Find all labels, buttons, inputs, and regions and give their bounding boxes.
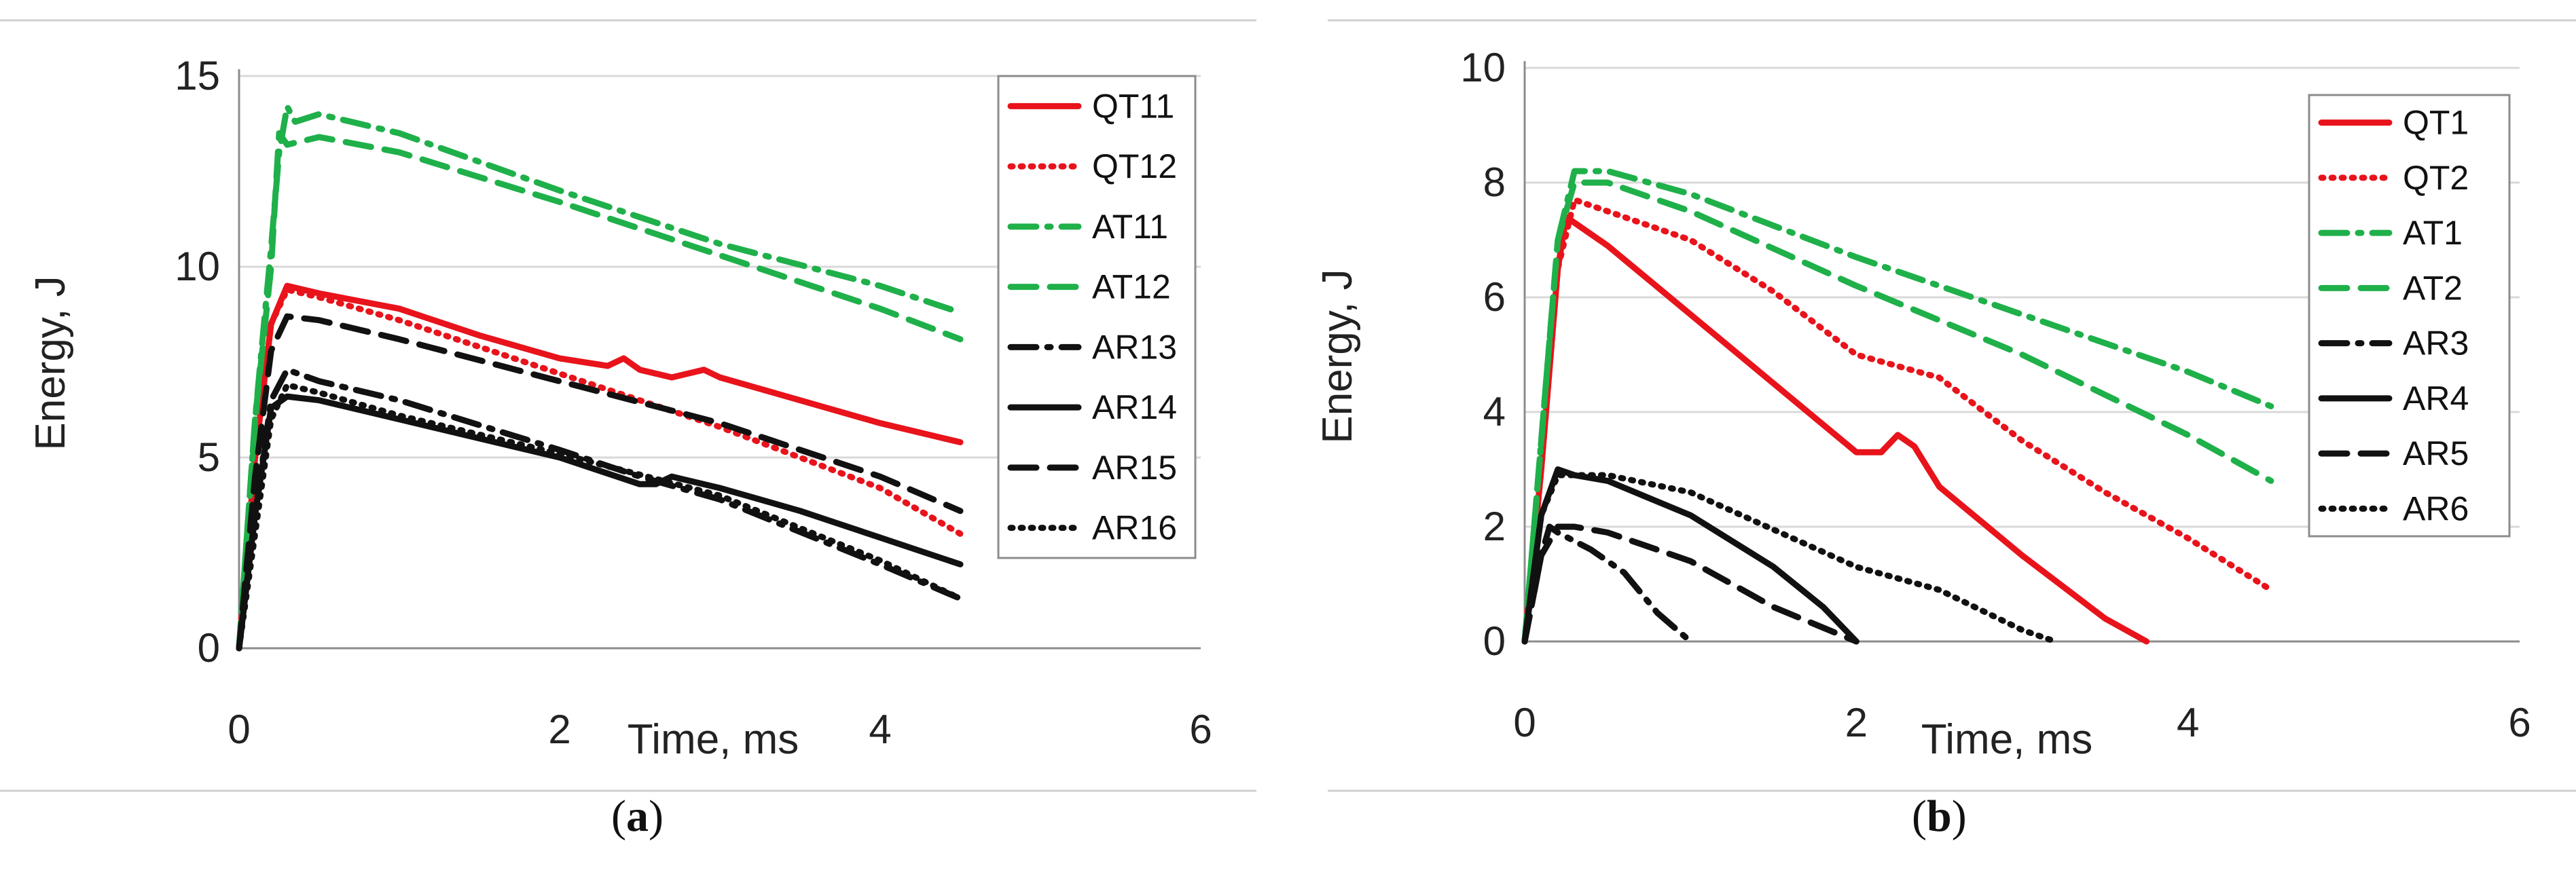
series-line-at12 bbox=[236, 130, 964, 652]
series-line-ar5 bbox=[1521, 523, 1860, 645]
caption-b-letter: b bbox=[1926, 791, 1952, 841]
caption-a: (a) bbox=[611, 791, 664, 841]
y-axis-label: Energy, J bbox=[27, 276, 74, 450]
legend-label-ar13: AR13 bbox=[1092, 328, 1177, 366]
legend-label-qt11: QT11 bbox=[1092, 87, 1174, 125]
y-tick-label-10: 10 bbox=[175, 244, 220, 289]
caption-b: (b) bbox=[1912, 791, 1967, 841]
y-tick-label-4: 4 bbox=[1483, 389, 1506, 434]
legend-label-ar15: AR15 bbox=[1092, 449, 1177, 487]
series-line-qt11 bbox=[236, 282, 964, 652]
legend-label-qt1: QT1 bbox=[2403, 104, 2469, 142]
x-tick-label-6: 6 bbox=[1189, 707, 1212, 752]
legend-label-ar3: AR3 bbox=[2403, 324, 2469, 362]
series-line-at2 bbox=[1521, 179, 2274, 645]
y-tick-label-0: 0 bbox=[198, 625, 220, 671]
series-line-at11 bbox=[236, 103, 964, 652]
series-line-ar6 bbox=[1521, 472, 2058, 645]
legend-label-qt12: QT12 bbox=[1092, 147, 1177, 185]
legend-box bbox=[997, 75, 1197, 559]
y-tick-label-2: 2 bbox=[1483, 504, 1506, 549]
x-tick-label-0: 0 bbox=[228, 707, 250, 752]
series-line-qt1 bbox=[1521, 214, 2150, 645]
x-tick-label-2: 2 bbox=[548, 707, 570, 752]
legend-label-ar4: AR4 bbox=[2403, 379, 2469, 417]
x-axis-label: Time, ms bbox=[628, 716, 799, 763]
chart-panel-b: 0 2 4 6 8 10 0 2 4 6 Time, ms Energy, J QT1 QT2 AT1 AT2… bbox=[1314, 45, 2531, 763]
y-axis-label: Energy, J bbox=[1314, 269, 1361, 443]
legend: QT1 QT2 AT1 AT2 AR3 AR4 AR5 AR6 bbox=[2308, 94, 2511, 538]
caption-a-letter: a bbox=[625, 791, 649, 841]
x-tick-label-4: 4 bbox=[869, 707, 891, 752]
series-line-at1 bbox=[1521, 168, 2274, 645]
legend-label-at2: AT2 bbox=[2403, 269, 2463, 307]
x-tick-label-0: 0 bbox=[1513, 700, 1536, 745]
legend-label-ar16: AR16 bbox=[1092, 509, 1177, 547]
series-line-ar13 bbox=[236, 367, 964, 652]
legend-label-at12: AT12 bbox=[1092, 268, 1171, 306]
y-tick-label-15: 15 bbox=[175, 53, 220, 98]
legend-label-qt2: QT2 bbox=[2403, 159, 2469, 197]
y-tick-label-5: 5 bbox=[198, 434, 220, 480]
legend-label-at1: AT1 bbox=[2403, 214, 2463, 252]
y-tick-label-0: 0 bbox=[1483, 618, 1506, 664]
legend-label-ar5: AR5 bbox=[2403, 434, 2469, 472]
y-tick-label-8: 8 bbox=[1483, 160, 1506, 205]
legend-box bbox=[2308, 94, 2511, 538]
series-line-ar14 bbox=[236, 393, 964, 652]
legend-label-at11: AT11 bbox=[1092, 208, 1168, 246]
legend: QT11 QT12 AT11 AT12 AR13 AR14 AR15 AR16 bbox=[997, 75, 1197, 559]
chart-panel-a: 0 5 10 15 0 2 4 6 Time, ms Energy, J QT11 QT12 AT11 A… bbox=[27, 53, 1212, 763]
legend-label-ar14: AR14 bbox=[1092, 388, 1177, 426]
legend-label-ar6: AR6 bbox=[2403, 489, 2469, 527]
x-tick-label-6: 6 bbox=[2508, 700, 2530, 745]
y-tick-label-10: 10 bbox=[1460, 45, 1506, 90]
x-axis-label: Time, ms bbox=[1921, 716, 2093, 763]
y-tick-label-6: 6 bbox=[1483, 274, 1506, 320]
x-tick-label-4: 4 bbox=[2177, 700, 2199, 745]
series-line-ar16 bbox=[236, 381, 964, 652]
x-tick-label-2: 2 bbox=[1845, 700, 1868, 745]
series-line-ar15 bbox=[236, 313, 964, 652]
